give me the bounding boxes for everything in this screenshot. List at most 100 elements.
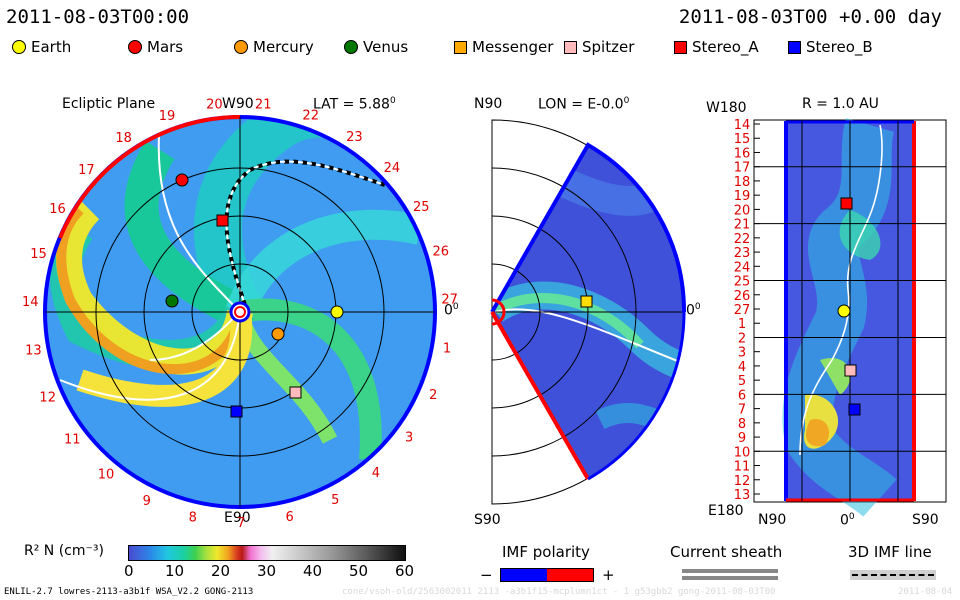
radial-y-label: 16	[734, 147, 751, 162]
imf-line-swatch	[850, 570, 936, 580]
ecliptic-sector-label: 3	[405, 430, 413, 445]
radial-y-label: 10	[734, 445, 751, 460]
ecliptic-density-field	[50, 117, 424, 461]
spitzer-marker-radial	[844, 364, 857, 377]
ecliptic-sector-label: 5	[331, 493, 339, 508]
ecliptic-top-label: W90	[222, 96, 254, 112]
radial-y-label: 27	[734, 303, 751, 318]
ecliptic-sector-label: 13	[25, 344, 42, 359]
ecliptic-sector-label: 10	[98, 468, 115, 483]
ecliptic-sector-label: 9	[143, 494, 151, 509]
ecliptic-sector-label: 26	[433, 245, 450, 260]
radial-y-label: 6	[738, 388, 746, 403]
ecliptic-sector-label: 16	[49, 202, 66, 217]
legend-stereo-a: Stereo_A	[674, 38, 759, 56]
ecliptic-sector-label: 25	[413, 200, 430, 215]
colorbar	[128, 545, 406, 561]
ecliptic-bottom-label: E90	[224, 510, 251, 526]
radial-y-label: 11	[734, 460, 751, 475]
radial-y-label: 19	[734, 189, 751, 204]
colorbar-tick-label: 50	[349, 562, 369, 580]
ecliptic-sector-label: 21	[255, 97, 272, 112]
meridional-top-label: N90	[474, 96, 503, 112]
stereo-b-marker-icon	[788, 40, 801, 54]
ecliptic-sector-labels: 20 21222324252627123456789101112131415161…	[22, 97, 458, 531]
legend-mars: Mars	[128, 38, 183, 56]
ecliptic-sector-label: 1	[443, 341, 451, 356]
stereo-a-marker	[216, 214, 229, 227]
ecliptic-sector-label: 6	[285, 510, 293, 525]
radial-y-label: 7	[738, 403, 746, 418]
imf-polarity-bar	[500, 568, 594, 582]
earth-marker-radial	[837, 304, 851, 318]
footer-right-2: 2011-08-04	[898, 587, 953, 597]
date-right: 2011-08-03T00 +0.00 day	[678, 6, 942, 28]
ecliptic-sector-label: 4	[372, 466, 380, 481]
venus-marker-icon	[344, 40, 358, 54]
radial-y-label: 26	[734, 289, 751, 304]
radial-x-label-center: 00	[840, 512, 855, 529]
ecliptic-title: Ecliptic Plane	[62, 96, 156, 112]
ecliptic-sector-label: 19	[159, 109, 176, 124]
radial-y-label: 14	[734, 118, 751, 133]
ecliptic-sector-label: 7	[237, 516, 245, 531]
current-sheath-label: Current sheath	[670, 543, 783, 561]
ecliptic-right-label: 00	[444, 302, 459, 319]
radial-y-label: 23	[734, 246, 751, 261]
ecliptic-lat-label: LAT = 5.880	[313, 96, 396, 113]
legend-stereo-b: Stereo_B	[788, 38, 873, 56]
ecliptic-sector-label: 23	[346, 130, 363, 145]
radial-y-label: 12	[734, 474, 751, 489]
ecliptic-sector-label: 11	[64, 432, 81, 447]
ecliptic-sector-label: 8	[189, 511, 197, 526]
radial-y-label: 13	[734, 488, 751, 503]
stereo-b-marker-radial	[848, 403, 861, 416]
earth-marker-icon	[12, 40, 26, 54]
legend-spitzer: Spitzer	[564, 38, 634, 56]
radial-x-label-right: S90	[912, 512, 939, 528]
spitzer-marker	[289, 386, 302, 399]
radial-top-label: W180	[706, 100, 747, 116]
radial-y-label: 15	[734, 132, 751, 147]
radial-y-label: 1	[738, 317, 746, 332]
colorbar-label: R² N (cm⁻³)	[24, 543, 104, 559]
meridional-right-label: 00	[686, 302, 701, 319]
messenger-marker-icon	[454, 40, 467, 54]
radial-y-label: 4	[738, 360, 746, 375]
messenger-marker-meridional	[580, 295, 593, 308]
legend-venus: Venus	[344, 38, 408, 56]
legend-messenger: Messenger	[454, 38, 553, 56]
imf-line-label: 3D IMF line	[848, 543, 932, 561]
mars-marker	[175, 173, 189, 187]
radial-title: R = 1.0 AU	[802, 96, 879, 112]
legend-earth: Earth	[12, 38, 71, 56]
ecliptic-sector-label: 14	[22, 295, 39, 310]
stereo-a-marker-icon	[674, 40, 687, 54]
legend: Earth Mars Mercury Venus Messenger Spitz…	[12, 38, 952, 60]
earth-marker	[330, 305, 344, 319]
radial-y-label: 17	[734, 161, 751, 176]
radial-y-label: 24	[734, 260, 751, 275]
ecliptic-sector-label: 18	[115, 131, 132, 146]
radial-y-label: 8	[738, 417, 746, 432]
legend-mercury: Mercury	[234, 38, 314, 56]
colorbar-tick-label: 30	[257, 562, 277, 580]
mercury-marker-icon	[234, 40, 248, 54]
meridional-lon-label: LON = E-0.00	[538, 96, 630, 113]
radial-y-label: 2	[738, 332, 746, 347]
current-sheath-swatch	[682, 569, 778, 573]
radial-y-label: 5	[738, 374, 746, 389]
mars-marker-icon	[128, 40, 142, 54]
colorbar-tick-label: 20	[211, 562, 231, 580]
colorbar-tick-label: 0	[124, 562, 134, 580]
radial-y-label: 25	[734, 275, 751, 290]
imf-polarity-label: IMF polarity	[502, 543, 590, 561]
date-left: 2011-08-03T00:00	[6, 6, 190, 28]
ecliptic-sector-label: 15	[30, 247, 47, 262]
footer-right: cone/vsoh-old/2563002011 2113 -a3b1f15-m…	[342, 587, 776, 597]
ecliptic-sector-label: 2	[429, 388, 437, 403]
radial-y-label: 22	[734, 232, 751, 247]
stereo-b-marker	[230, 405, 243, 418]
